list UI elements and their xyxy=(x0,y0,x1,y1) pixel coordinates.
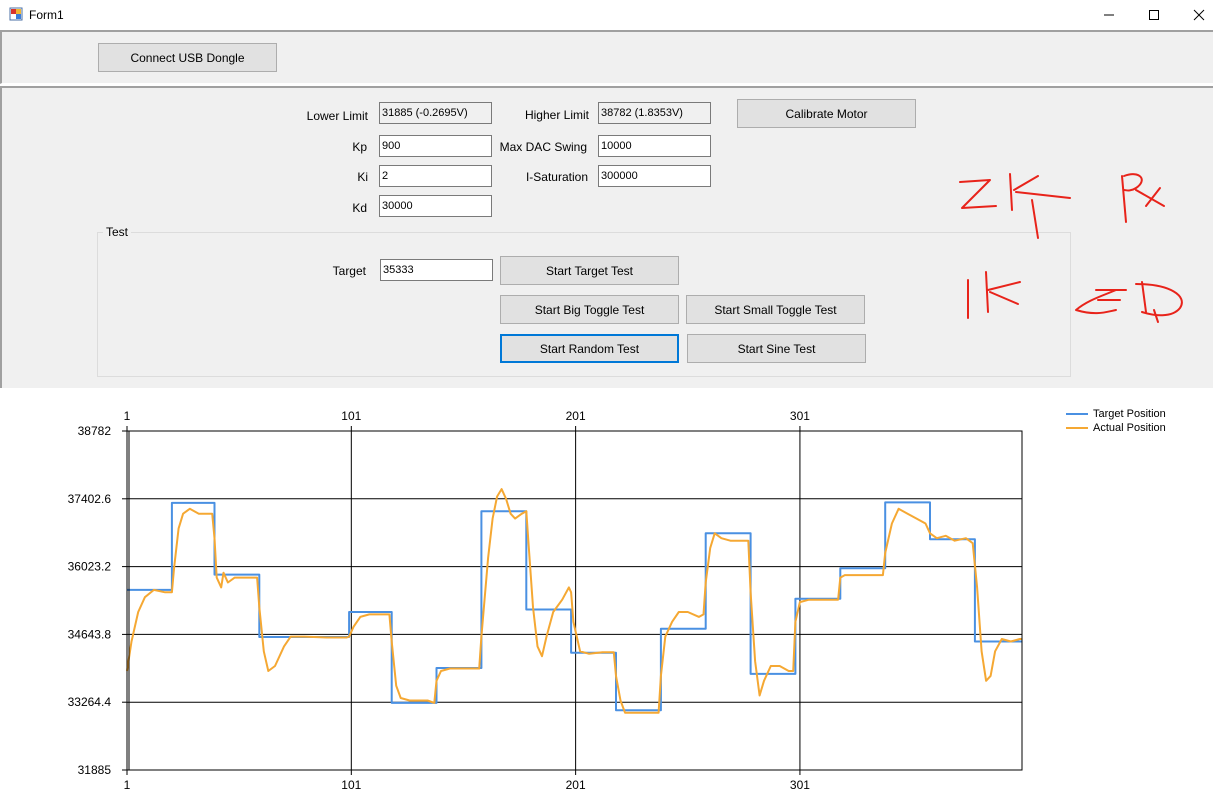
x-tick-label-top: 301 xyxy=(790,409,810,423)
higher-limit-field[interactable] xyxy=(598,102,711,124)
i-saturation-label: I-Saturation xyxy=(525,170,588,184)
start-small-toggle-test-button[interactable]: Start Small Toggle Test xyxy=(686,295,865,324)
lower-limit-label: Lower Limit xyxy=(306,109,368,123)
target-field[interactable] xyxy=(380,259,493,281)
plot-frame xyxy=(126,430,1023,771)
minimize-icon xyxy=(1104,14,1114,16)
close-button[interactable] xyxy=(1176,0,1213,30)
chart-legend: Target Position Actual Position xyxy=(1066,407,1166,435)
calibrate-motor-button[interactable]: Calibrate Motor xyxy=(737,99,916,128)
y-tick-label: 34643.8 xyxy=(68,627,112,641)
close-icon xyxy=(1193,9,1205,21)
higher-limit-label: Higher Limit xyxy=(524,108,589,122)
y-tick-label: 38782 xyxy=(78,424,112,438)
title-bar: Form1 xyxy=(0,0,1213,30)
y-tick-label: 31885 xyxy=(78,763,112,777)
kd-label: Kd xyxy=(352,201,367,215)
legend-label-target: Target Position xyxy=(1093,408,1166,420)
lower-limit-field[interactable] xyxy=(379,102,492,124)
kd-field[interactable] xyxy=(379,195,492,217)
start-big-toggle-test-button[interactable]: Start Big Toggle Test xyxy=(500,295,679,324)
maximize-icon xyxy=(1149,10,1159,20)
y-tick-label: 36023.2 xyxy=(68,560,112,574)
kp-label: Kp xyxy=(352,140,367,154)
x-tick-label-top: 101 xyxy=(341,409,361,423)
x-tick-label-bottom: 101 xyxy=(341,778,361,792)
max-dac-swing-label: Max DAC Swing xyxy=(499,140,587,154)
chart-axes: 31885 33264.4 34643.8 36023.2 37402.6 38782 1 1… xyxy=(68,409,1023,792)
max-dac-swing-field[interactable] xyxy=(598,135,711,157)
minimize-button[interactable] xyxy=(1086,0,1132,30)
test-groupbox xyxy=(97,232,1071,377)
x-tick-label-bottom: 301 xyxy=(790,778,810,792)
legend-swatch-actual xyxy=(1066,427,1088,429)
x-tick-label-bottom: 1 xyxy=(124,778,131,792)
handwritten-annotation xyxy=(959,173,1183,323)
start-random-test-button[interactable]: Start Random Test xyxy=(500,334,679,363)
legend-entry-target: Target Position xyxy=(1066,407,1166,421)
maximize-button[interactable] xyxy=(1131,0,1177,30)
series-line-actual-position xyxy=(126,488,1022,714)
ki-label: Ki xyxy=(357,170,368,184)
test-group-label: Test xyxy=(103,225,132,239)
y-tick-label: 37402.6 xyxy=(68,492,112,506)
position-chart: 31885 33264.4 34643.8 36023.2 37402.6 38782 1 1… xyxy=(68,409,1023,792)
start-target-test-button[interactable]: Start Target Test xyxy=(500,256,679,285)
window-title: Form1 xyxy=(29,8,64,22)
chart-series xyxy=(126,488,1022,714)
y-tick-label: 33264.4 xyxy=(68,695,112,709)
start-sine-test-button[interactable]: Start Sine Test xyxy=(687,334,866,363)
x-tick-label-top: 201 xyxy=(566,409,586,423)
connect-usb-button[interactable]: Connect USB Dongle xyxy=(98,43,277,72)
kp-field[interactable] xyxy=(379,135,492,157)
ki-field[interactable] xyxy=(379,165,492,187)
target-label: Target xyxy=(332,264,366,278)
legend-entry-actual: Actual Position xyxy=(1066,421,1166,435)
winforms-icon xyxy=(9,7,23,21)
i-saturation-field[interactable] xyxy=(598,165,711,187)
legend-swatch-target xyxy=(1066,413,1088,415)
chart-grid xyxy=(126,430,1022,771)
x-tick-label-top: 1 xyxy=(124,409,131,423)
x-tick-label-bottom: 201 xyxy=(566,778,586,792)
series-line-target-position xyxy=(127,501,1022,712)
legend-label-actual: Actual Position xyxy=(1093,422,1166,434)
